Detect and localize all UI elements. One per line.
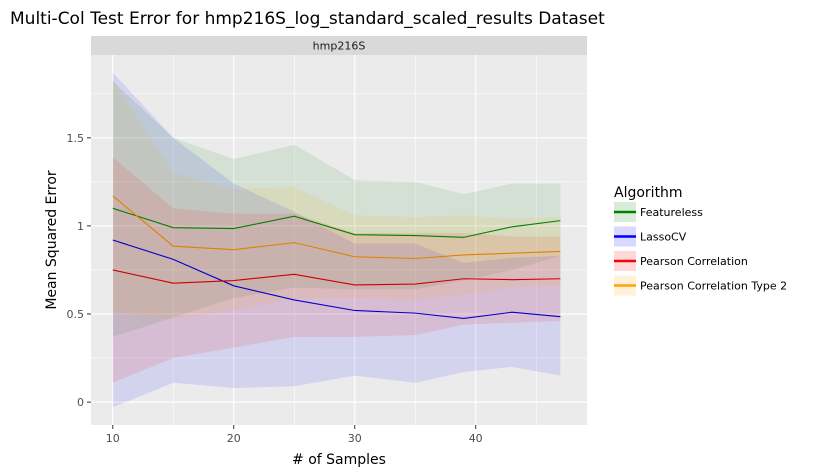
facet-strip — [91, 36, 587, 55]
y-axis-ticks: 0 0.5 1 1.5 — [67, 132, 91, 409]
minor-gridlines — [91, 55, 587, 425]
featureless-band — [112, 81, 561, 337]
facet-strip-label: hmp216S — [313, 40, 366, 53]
x-tick-label: 10 — [106, 432, 120, 445]
lassocv-band — [112, 72, 561, 408]
pearson-correlation-type-2-legend-label: Pearson Correlation Type 2 — [640, 280, 787, 293]
x-axis-title: # of Samples — [292, 452, 386, 468]
plot-panel — [91, 55, 587, 425]
pearson-correlation-line — [112, 269, 561, 286]
major-gridlines — [91, 55, 587, 425]
lassocv-line — [112, 239, 561, 319]
lassocv-legend-label: LassoCV — [640, 231, 687, 244]
y-tick-label: 1 — [77, 220, 84, 233]
y-tick-label: 1.5 — [67, 132, 85, 145]
y-tick-label: 0 — [77, 396, 84, 409]
confidence-bands — [112, 72, 561, 408]
y-tick-label: 0.5 — [67, 308, 85, 321]
x-axis-ticks: 10 20 30 40 — [106, 425, 483, 445]
pearson-correlation-type-2-line — [112, 195, 561, 260]
series-lines — [112, 195, 561, 319]
legend: Featureless LassoCV Pearson Correlation Pea… — [614, 202, 787, 296]
featureless-legend-label: Featureless — [640, 206, 703, 219]
pearson-correlation-legend-label: Pearson Correlation — [640, 255, 748, 268]
featureless-line — [112, 207, 561, 238]
x-tick-label: 20 — [227, 432, 241, 445]
pearson-correlation-band — [112, 157, 561, 383]
x-tick-label: 40 — [469, 432, 483, 445]
chart-title: Multi-Col Test Error for hmp216S_log_sta… — [10, 9, 605, 29]
legend-title: Algorithm — [614, 185, 683, 201]
pearson-correlation-type-2-band — [112, 79, 561, 320]
x-tick-label: 30 — [348, 432, 362, 445]
y-axis-title: Mean Squared Error — [44, 170, 60, 310]
